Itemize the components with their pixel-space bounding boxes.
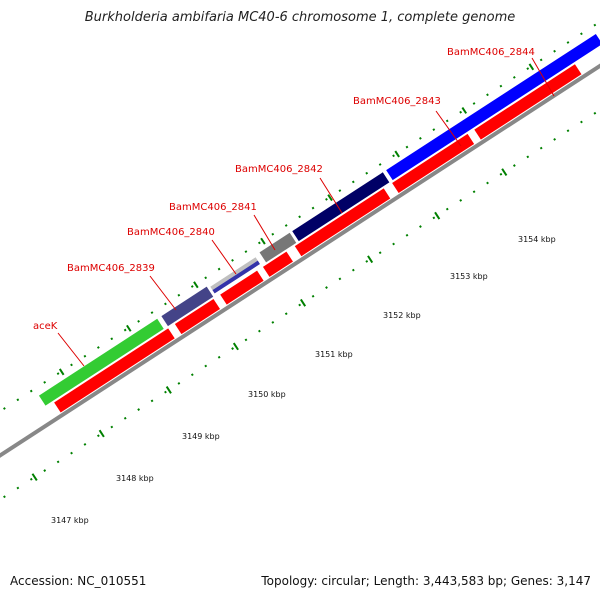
- label-bammc406-2840: BamMC406_2840: [127, 227, 215, 238]
- backbone: [0, 41, 600, 503]
- cds-2844: [474, 64, 582, 140]
- inner-major-ticks: [31, 168, 508, 481]
- tick-label-3153: 3153 kbp: [450, 272, 488, 281]
- tick-label-3149: 3149 kbp: [182, 432, 220, 441]
- map-title: Burkholderia ambifaria MC40-6 chromosome…: [84, 10, 516, 25]
- tick-label-3154: 3154 kbp: [518, 235, 556, 244]
- tick-label-3148: 3148 kbp: [116, 474, 154, 483]
- tick-label-3150: 3150 kbp: [248, 390, 286, 399]
- cds-2841: [262, 251, 293, 277]
- tick-label-3151: 3151 kbp: [315, 350, 353, 359]
- accession-text: Accession: NC_010551: [10, 574, 147, 588]
- tick-label-3147: 3147 kbp: [51, 516, 89, 525]
- genome-summary-text: Topology: circular; Length: 3,443,583 bp…: [261, 574, 591, 588]
- cds-2839: [174, 298, 221, 335]
- gene-bammc406-2841: [259, 232, 297, 263]
- label-bammc406-2841: BamMC406_2841: [169, 202, 257, 213]
- tick-label-3152: 3152 kbp: [383, 311, 421, 320]
- label-bammc406-2842: BamMC406_2842: [235, 164, 323, 175]
- gene-bammc406-2840-inner: [212, 260, 260, 294]
- cds-2842: [294, 188, 391, 257]
- cds-2843: [392, 133, 475, 194]
- gene-callouts: [57, 57, 555, 367]
- outer-ruler: [0, 11, 600, 471]
- label-acek: aceK: [33, 321, 58, 332]
- cds-acek: [54, 328, 175, 413]
- gene-bammc406-2843: [386, 33, 600, 181]
- gene-bammc406-2842: [292, 172, 390, 242]
- label-bammc406-2844: BamMC406_2844: [447, 47, 535, 58]
- gene-bammc406-2839: [161, 286, 214, 327]
- label-bammc406-2843: BamMC406_2843: [353, 96, 441, 107]
- label-bammc406-2839: BamMC406_2839: [67, 263, 155, 274]
- gene-acek: [38, 318, 164, 406]
- outer-major-ticks: [58, 63, 535, 376]
- inner-ruler: [0, 73, 600, 533]
- cds-2840: [220, 270, 264, 305]
